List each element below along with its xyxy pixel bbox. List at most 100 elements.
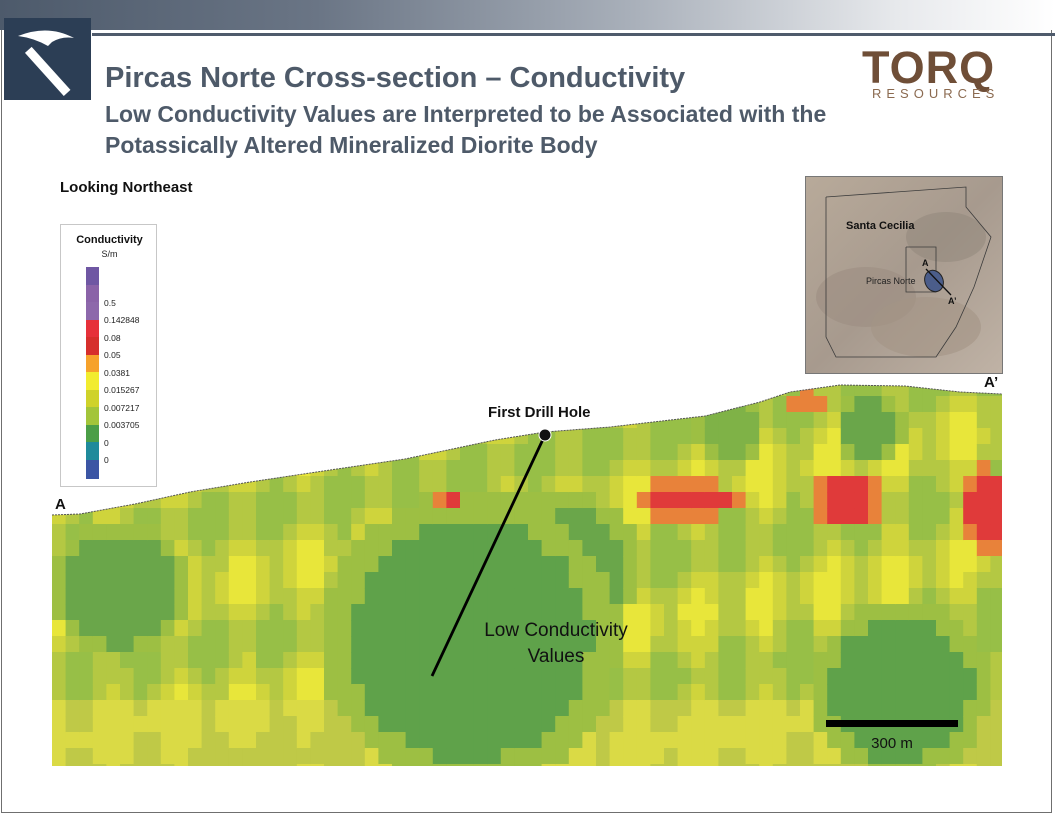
model-cell — [283, 460, 298, 477]
model-cell — [174, 604, 189, 621]
legend-swatch — [86, 407, 99, 426]
model-cell — [215, 460, 230, 477]
model-cell — [568, 620, 583, 637]
model-cell — [541, 524, 556, 541]
model-cell — [446, 428, 461, 445]
model-cell — [854, 444, 869, 461]
model-cell — [908, 636, 923, 653]
model-cell — [664, 588, 679, 605]
model-cell — [718, 716, 733, 733]
model-cell — [283, 732, 298, 749]
model-cell — [718, 620, 733, 637]
model-cell — [296, 572, 311, 589]
model-cell — [786, 412, 801, 429]
model-cell — [460, 572, 475, 589]
model-cell — [201, 604, 216, 621]
model-cell — [432, 764, 447, 766]
model-cell — [704, 444, 719, 461]
model-cell — [215, 476, 230, 493]
model-cell — [949, 508, 964, 525]
inset-target-label: Pircas Norte — [866, 276, 916, 286]
model-cell — [786, 524, 801, 541]
model-cell — [990, 556, 1002, 573]
model-cell — [473, 524, 488, 541]
model-cell — [120, 524, 135, 541]
model-cell — [364, 764, 379, 766]
model-cell — [65, 620, 80, 637]
model-cell — [786, 396, 801, 413]
model-cell — [636, 668, 651, 685]
model-cell — [582, 540, 597, 557]
model-cell — [351, 764, 366, 766]
model-cell — [840, 732, 855, 749]
model-cell — [174, 412, 189, 429]
model-cell — [228, 385, 243, 397]
model-cell — [160, 540, 175, 557]
model-cell — [364, 460, 379, 477]
model-cell — [228, 492, 243, 509]
model-cell — [364, 556, 379, 573]
model-cell — [106, 668, 121, 685]
model-cell — [854, 508, 869, 525]
model-cell — [473, 412, 488, 429]
model-cell — [133, 748, 148, 765]
model-cell — [283, 764, 298, 766]
model-cell — [432, 732, 447, 749]
model-cell — [133, 444, 148, 461]
model-cell — [79, 428, 94, 445]
model-cell — [242, 652, 257, 669]
model-cell — [133, 700, 148, 717]
model-cell — [215, 732, 230, 749]
model-cell — [52, 716, 67, 733]
model-cell — [949, 492, 964, 509]
model-cell — [664, 492, 679, 509]
model-cell — [500, 524, 515, 541]
model-cell — [364, 748, 379, 765]
model-cell — [949, 572, 964, 589]
model-cell — [283, 604, 298, 621]
model-cell — [174, 385, 189, 397]
model-cell — [188, 412, 203, 429]
model-cell — [147, 748, 162, 765]
page-subtitle: Low Conductivity Values are Interpreted … — [105, 101, 827, 158]
model-cell — [677, 476, 692, 493]
model-cell — [732, 652, 747, 669]
model-cell — [623, 636, 638, 653]
model-cell — [188, 524, 203, 541]
model-cell — [813, 604, 828, 621]
model-cell — [269, 476, 284, 493]
model-cell — [256, 588, 271, 605]
model-cell — [609, 492, 624, 509]
model-cell — [256, 652, 271, 669]
model-cell — [256, 412, 271, 429]
model-cell — [92, 412, 107, 429]
model-cell — [908, 684, 923, 701]
model-cell — [432, 556, 447, 573]
model-cell — [936, 385, 951, 397]
model-cell — [541, 700, 556, 717]
model-cell — [623, 620, 638, 637]
model-cell — [174, 476, 189, 493]
model-cell — [65, 428, 80, 445]
model-cell — [650, 764, 665, 766]
model-cell — [895, 396, 910, 413]
model-cell — [582, 604, 597, 621]
model-cell — [881, 652, 896, 669]
model-cell — [106, 732, 121, 749]
model-cell — [201, 684, 216, 701]
model-cell — [732, 412, 747, 429]
model-cell — [541, 636, 556, 653]
model-cell — [568, 492, 583, 509]
model-cell — [827, 460, 842, 477]
inset-point-a-prime: A’ — [948, 296, 957, 306]
model-cell — [269, 556, 284, 573]
model-cell — [500, 604, 515, 621]
model-cell — [256, 572, 271, 589]
model-cell — [922, 508, 937, 525]
model-cell — [528, 508, 543, 525]
model-cell — [269, 604, 284, 621]
model-cell — [555, 476, 570, 493]
model-cell — [704, 508, 719, 525]
model-cell — [310, 476, 325, 493]
model-cell — [691, 476, 706, 493]
